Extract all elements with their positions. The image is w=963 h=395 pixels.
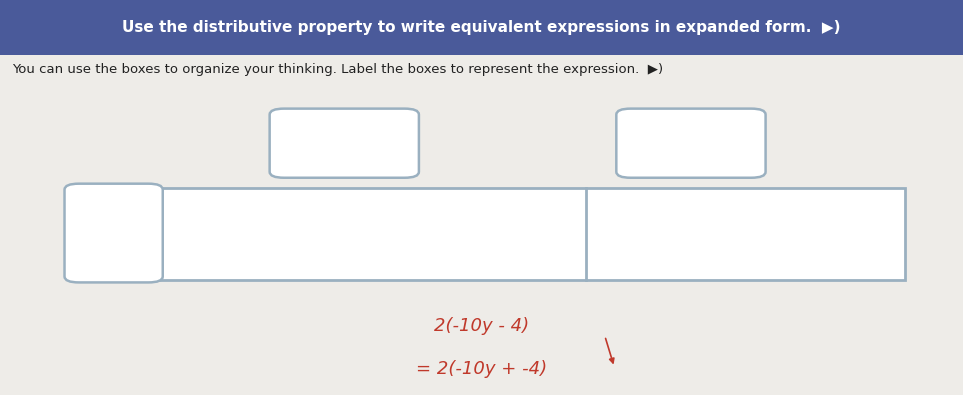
Text: You can use the boxes to organize your thinking. Label the boxes to represent th: You can use the boxes to organize your t…	[12, 63, 663, 75]
Text: Use the distributive property to write equivalent expressions in expanded form. : Use the distributive property to write e…	[122, 20, 841, 35]
FancyBboxPatch shape	[0, 0, 963, 55]
Text: = 2(-10y + -4): = 2(-10y + -4)	[416, 360, 547, 378]
FancyBboxPatch shape	[159, 188, 905, 280]
Text: 2(-10y - 4): 2(-10y - 4)	[434, 317, 529, 335]
FancyBboxPatch shape	[65, 184, 163, 282]
FancyBboxPatch shape	[270, 109, 419, 178]
FancyBboxPatch shape	[616, 109, 766, 178]
